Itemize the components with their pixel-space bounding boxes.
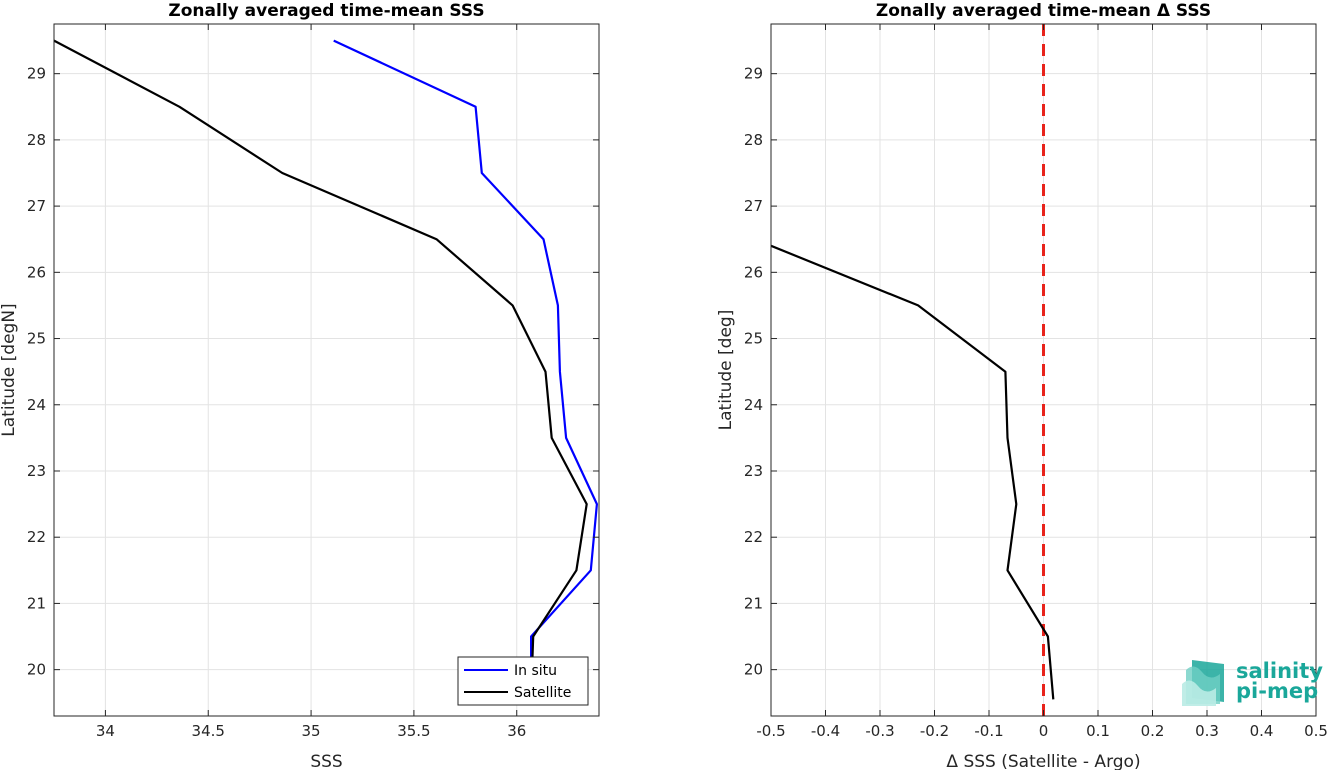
x-tick-label: 0.4	[1250, 722, 1274, 740]
y-axis-label-sss: Latitude [degN]	[0, 303, 19, 436]
y-tick-label: 26	[744, 263, 763, 281]
y-tick-label: 25	[744, 330, 763, 348]
legend-box	[457, 656, 589, 706]
x-axis-label-sss: SSS	[310, 752, 342, 770]
x-tick-label: 34.5	[192, 722, 225, 740]
y-tick-label: 23	[744, 462, 763, 480]
x-tick-label: 36	[507, 722, 526, 740]
y-tick-label: 25	[27, 330, 46, 348]
chart-title-delta-sss: Zonally averaged time-mean Δ SSS	[876, 1, 1211, 21]
x-tick-label: 0.5	[1304, 722, 1328, 740]
y-tick-label: 21	[27, 594, 46, 612]
logo-text-pimep: pi-mep	[1236, 679, 1318, 703]
x-tick-label: 0	[1039, 722, 1049, 740]
logo-text-salinity: salinity	[1236, 659, 1323, 683]
x-tick-label: 34	[96, 722, 115, 740]
y-tick-label: 28	[744, 131, 763, 149]
ticks-sss: 34 34.5 35 35.5 36 20 21 22 23 24 25 26 27 28 29	[27, 24, 599, 740]
logo-wave-icon-3	[1182, 680, 1216, 706]
y-tick-label: 26	[27, 263, 46, 281]
x-tick-label: -0.3	[865, 722, 894, 740]
x-tick-label: 0.1	[1086, 722, 1110, 740]
y-tick-label: 29	[27, 65, 46, 83]
plot-frame-sss	[53, 23, 600, 717]
series-group-sss	[54, 39, 599, 697]
y-tick-label: 27	[27, 197, 46, 215]
y-tick-label: 20	[744, 661, 763, 679]
y-tick-label: 22	[744, 528, 763, 546]
y-tick-label: 24	[27, 396, 46, 414]
legend-entry-satellite: Satellite	[514, 685, 571, 701]
y-tick-label: 27	[744, 197, 763, 215]
x-tick-label: 0.2	[1141, 722, 1165, 740]
x-tick-label: -0.1	[974, 722, 1003, 740]
y-tick-label: 28	[27, 131, 46, 149]
x-tick-label: 35	[302, 722, 321, 740]
y-tick-label: 20	[27, 661, 46, 679]
plot-frame-delta-sss	[770, 23, 1317, 717]
y-tick-label: 21	[744, 594, 763, 612]
ticks-delta-sss: -0.5 -0.4 -0.3 -0.2 -0.1 0 0.1 0.2 0.3 0.4 0.5 20 21…	[744, 24, 1328, 740]
series-line-satellite	[54, 39, 588, 697]
x-tick-label: -0.2	[920, 722, 949, 740]
y-tick-label: 24	[744, 396, 763, 414]
panel-sss: 34 34.5 35 35.5 36 20 21 22 23 24 25 26 27 28 29 Zonal…	[0, 1, 600, 770]
grid-sss	[54, 24, 599, 716]
chart-title-sss: Zonally averaged time-mean SSS	[168, 1, 484, 21]
salinity-pimep-logo: salinity pi-mep	[1182, 659, 1323, 706]
y-tick-label: 29	[744, 65, 763, 83]
y-tick-label: 23	[27, 462, 46, 480]
series-line-in-situ	[333, 39, 599, 697]
legend: In situ Satellite	[457, 656, 589, 706]
series-group-delta-sss	[771, 244, 1055, 700]
y-axis-label-delta-sss: Latitude [deg]	[716, 310, 736, 431]
panel-delta-sss: -0.5 -0.4 -0.3 -0.2 -0.1 0 0.1 0.2 0.3 0.4 0.5 20 21…	[716, 1, 1328, 770]
y-tick-label: 22	[27, 528, 46, 546]
x-tick-label: -0.4	[811, 722, 840, 740]
x-axis-label-delta-sss: Δ SSS (Satellite - Argo)	[946, 752, 1140, 770]
series-line-delta-sss	[771, 244, 1055, 700]
x-tick-label: -0.5	[756, 722, 785, 740]
legend-entry-in-situ: In situ	[514, 663, 557, 679]
x-tick-label: 35.5	[397, 722, 430, 740]
x-tick-label: 0.3	[1195, 722, 1219, 740]
grid-delta-sss	[770, 24, 1317, 716]
